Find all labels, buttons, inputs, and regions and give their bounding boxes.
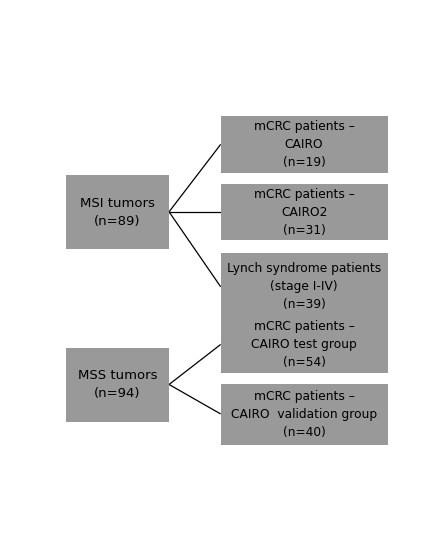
Text: mCRC patients –
CAIRO  validation group
(n=40): mCRC patients – CAIRO validation group (… xyxy=(231,389,377,439)
FancyBboxPatch shape xyxy=(221,316,388,373)
Text: mCRC patients –
CAIRO2
(n=31): mCRC patients – CAIRO2 (n=31) xyxy=(254,188,355,236)
Text: mCRC patients –
CAIRO
(n=19): mCRC patients – CAIRO (n=19) xyxy=(254,120,355,169)
Text: MSI tumors
(n=89): MSI tumors (n=89) xyxy=(80,196,155,228)
FancyBboxPatch shape xyxy=(221,253,388,321)
FancyBboxPatch shape xyxy=(221,383,388,445)
Text: MSS tumors
(n=94): MSS tumors (n=94) xyxy=(78,369,157,400)
FancyBboxPatch shape xyxy=(66,348,169,422)
FancyBboxPatch shape xyxy=(221,184,388,241)
Text: Lynch syndrome patients
(stage I-IV)
(n=39): Lynch syndrome patients (stage I-IV) (n=… xyxy=(227,262,381,311)
FancyBboxPatch shape xyxy=(221,116,388,173)
FancyBboxPatch shape xyxy=(66,175,169,249)
Text: mCRC patients –
CAIRO test group
(n=54): mCRC patients – CAIRO test group (n=54) xyxy=(251,320,357,369)
